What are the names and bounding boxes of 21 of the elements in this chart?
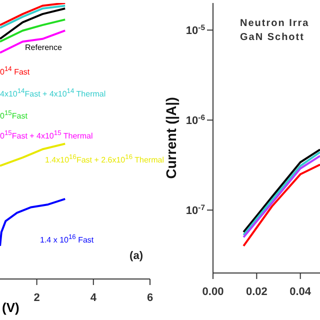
y-tick-label: 10$^{-5}$ [186,22,206,38]
x-tick-label: 0.04 [290,286,312,298]
x-tick-label: 4 [90,292,98,304]
text: 1.4 x 10$^{16}$ Fast [40,233,95,246]
x-tick-label: 2 [34,292,40,304]
x-axis-title: (V) [2,300,20,315]
text: 0$^{14}$ Fast [0,65,31,78]
x-tick-label: 6 [146,292,154,304]
y-tick-label: 10$^{-7}$ [186,202,205,218]
annotation: (a) [130,250,143,262]
text: 0$^{15}$Fast [0,109,28,122]
text: GaN Schott [240,31,306,45]
line-series [242,164,320,247]
text: 0$^{15}$Fast + 4x10$^{15}$ Thermal [0,129,94,142]
y-tick-label: 10$^{-6}$ [186,112,205,128]
text: Neutron Irra [240,17,310,31]
x-tick-label: 0.00 [202,286,224,298]
text: 4x10$^{14}$Fast + 4x10$^{14}$ Thermal [0,87,107,100]
text: Reference [25,42,63,53]
y-axis-title: Current (|A|) [162,97,180,179]
x-tick-label: 0.02 [246,286,268,298]
